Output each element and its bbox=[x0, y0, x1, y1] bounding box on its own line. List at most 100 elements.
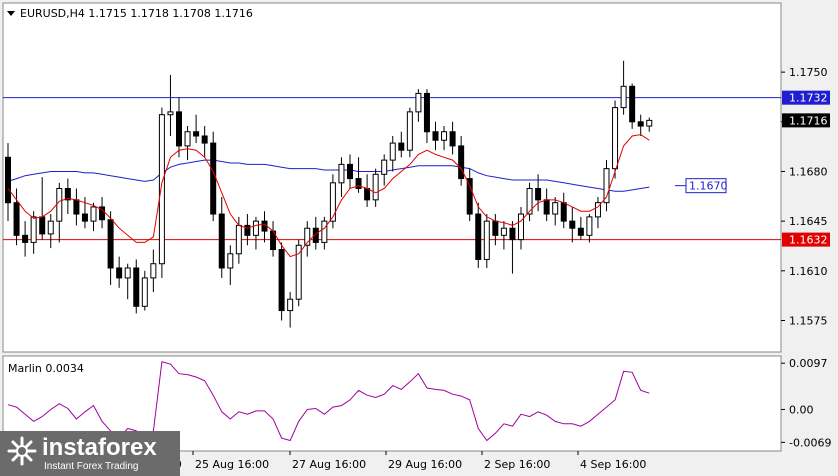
current-price-box bbox=[782, 113, 830, 128]
candle-body bbox=[39, 216, 46, 235]
candle-body bbox=[560, 202, 567, 222]
symbol-header: EURUSD,H4 1.1715 1.1718 1.1708 1.1716 bbox=[20, 7, 253, 20]
level-label-box bbox=[782, 90, 830, 105]
annotation-box bbox=[685, 178, 727, 194]
candle-body bbox=[364, 187, 371, 201]
candlesticks bbox=[5, 60, 653, 328]
candle-body bbox=[210, 142, 217, 215]
candle-body bbox=[90, 206, 97, 222]
candle-body bbox=[526, 187, 533, 215]
candle-body bbox=[637, 121, 644, 127]
price-tick-label: 1.1645 bbox=[789, 215, 828, 228]
candle-body bbox=[158, 114, 165, 265]
candle-body bbox=[475, 213, 482, 260]
candle-body bbox=[603, 168, 610, 204]
candle-body bbox=[466, 178, 473, 215]
candle-body bbox=[441, 131, 448, 141]
candle-body bbox=[500, 227, 507, 236]
candle-body bbox=[56, 187, 63, 222]
current-price-label: 1.1716 bbox=[789, 114, 828, 127]
ma-blue-line bbox=[7, 159, 650, 192]
candle-body bbox=[304, 227, 311, 246]
price-axis: 1.17501.17151.16801.16451.16101.15751.17… bbox=[675, 66, 830, 327]
watermark-tagline: Instant Forex Trading bbox=[44, 461, 139, 472]
level-label: 1.1732 bbox=[789, 92, 828, 105]
candle-body bbox=[355, 178, 362, 189]
candle-body bbox=[620, 85, 627, 109]
candle-body bbox=[47, 220, 54, 235]
candle-body bbox=[218, 213, 225, 269]
candle-body bbox=[612, 107, 619, 170]
candle-body bbox=[201, 135, 208, 144]
level-label-box bbox=[782, 232, 830, 247]
candle-body bbox=[646, 119, 653, 127]
candle-body bbox=[227, 253, 234, 269]
candle-body bbox=[124, 267, 131, 279]
candle-body bbox=[133, 267, 140, 307]
moving-average-red bbox=[7, 134, 650, 258]
level-label: 1.1632 bbox=[789, 234, 828, 247]
candle-body bbox=[107, 219, 114, 269]
candle-body bbox=[543, 199, 550, 215]
time-tick-label: 27 Aug 16:00 bbox=[292, 458, 366, 471]
candle-body bbox=[235, 224, 242, 255]
candle-body bbox=[492, 220, 499, 236]
marlin-tick-label: 0.0097 bbox=[789, 357, 828, 370]
candle-body bbox=[252, 220, 259, 236]
candle-body bbox=[389, 142, 396, 161]
price-panel bbox=[2, 2, 782, 353]
indicator-title: Marlin 0.0034 bbox=[8, 362, 84, 375]
candle-body bbox=[329, 182, 336, 222]
candle-body bbox=[184, 131, 191, 147]
candle-body bbox=[193, 131, 200, 137]
price-tick-label: 1.1680 bbox=[789, 165, 828, 178]
candle-body bbox=[244, 224, 251, 236]
candle-body bbox=[432, 131, 439, 141]
candle-body bbox=[586, 216, 593, 236]
time-tick-label: 25 Aug 16:00 bbox=[195, 458, 269, 471]
candle-body bbox=[116, 267, 123, 279]
candle-body bbox=[483, 220, 490, 260]
marlin-tick-label: -0.0069 bbox=[789, 436, 831, 449]
candle-body bbox=[321, 220, 328, 243]
moving-average-blue bbox=[7, 159, 650, 192]
candle-body bbox=[22, 234, 29, 243]
candle-body bbox=[338, 163, 345, 184]
candle-body bbox=[30, 216, 37, 243]
dropdown-triangle-icon[interactable] bbox=[7, 11, 15, 16]
candle-body bbox=[629, 85, 636, 123]
candle-body bbox=[167, 111, 174, 116]
time-tick-label: 4 Sep 16:00 bbox=[580, 458, 646, 471]
time-tick-label: 2 Sep 16:00 bbox=[484, 458, 550, 471]
candle-body bbox=[295, 244, 302, 300]
candle-body bbox=[458, 145, 465, 180]
candle-body bbox=[535, 187, 542, 201]
price-tick-label: 1.1750 bbox=[789, 66, 828, 79]
instaforex-watermark: instaforex Instant Forex Trading bbox=[0, 431, 180, 476]
candle-body bbox=[406, 111, 413, 151]
candle-body bbox=[312, 227, 319, 243]
candle-body bbox=[372, 173, 379, 201]
candle-body bbox=[64, 187, 71, 201]
price-tick-label: 1.1575 bbox=[789, 314, 828, 327]
candle-body bbox=[509, 227, 516, 241]
candle-body bbox=[423, 92, 430, 133]
watermark-brand: instaforex bbox=[42, 434, 157, 461]
candle-body bbox=[13, 202, 20, 236]
candle-body bbox=[99, 206, 106, 221]
annotation-label: 1.1670 bbox=[689, 180, 728, 193]
candle-body bbox=[415, 92, 422, 113]
candle-body bbox=[73, 199, 80, 215]
candle-body bbox=[381, 159, 388, 175]
candle-body bbox=[176, 111, 182, 147]
candle-body bbox=[287, 298, 294, 312]
ma-red-line bbox=[7, 134, 650, 258]
candle-body bbox=[278, 249, 285, 312]
candle-body bbox=[569, 220, 576, 229]
time-tick-label: 29 Aug 16:00 bbox=[388, 458, 462, 471]
candle-body bbox=[81, 213, 88, 222]
marlin-tick-label: 0.00 bbox=[789, 403, 814, 416]
price-tick-label: 1.1610 bbox=[789, 265, 828, 278]
candle-body bbox=[449, 131, 456, 147]
